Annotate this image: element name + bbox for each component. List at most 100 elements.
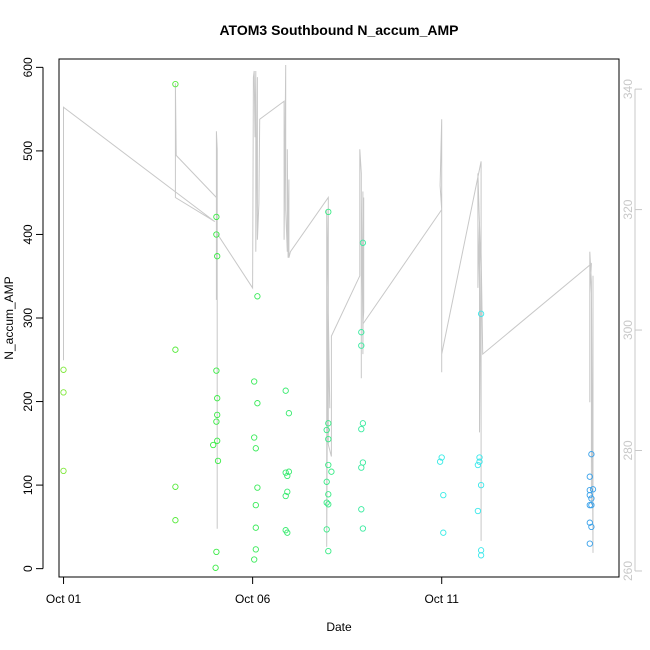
y2-tick-label: 300: [621, 320, 635, 340]
data-point: [251, 556, 258, 563]
data-point: [359, 525, 367, 532]
data-point: [252, 501, 259, 509]
line-layer: [63, 64, 594, 553]
data-point: [323, 478, 330, 485]
data-point: [251, 434, 258, 441]
data-point: [438, 454, 445, 461]
y-tick-label: 600: [21, 57, 35, 77]
data-point: [212, 564, 219, 571]
data-point: [282, 492, 289, 500]
data-point: [213, 367, 220, 374]
y-tick-label: 400: [21, 224, 35, 244]
data-point: [440, 529, 447, 536]
y-axis-label: N_accum_AMP: [2, 276, 16, 359]
data-point: [358, 342, 365, 349]
data-point: [213, 548, 220, 556]
data-point: [325, 420, 332, 427]
y2-tick-label: 320: [621, 199, 635, 219]
data-point: [588, 451, 595, 458]
y-tick-label: 500: [21, 141, 35, 161]
data-point: [60, 366, 67, 373]
data-point: [252, 524, 259, 531]
data-point: [325, 208, 332, 216]
data-point: [586, 491, 593, 499]
data-point: [589, 486, 597, 493]
data-point: [285, 410, 293, 417]
data-point: [325, 547, 332, 555]
data-point: [210, 441, 217, 449]
data-point: [252, 546, 259, 553]
data-point: [172, 517, 179, 524]
points-layer: [60, 80, 597, 571]
y-tick-label: 300: [21, 308, 35, 328]
data-point: [474, 507, 482, 515]
data-point: [325, 501, 332, 508]
y2-tick-label: 340: [621, 79, 635, 99]
data-point: [214, 395, 221, 402]
chart-title: ATOM3 Southbound N_accum_AMP: [219, 22, 458, 38]
data-point: [213, 231, 220, 238]
data-point: [252, 445, 259, 452]
data-point: [60, 467, 67, 475]
data-point: [588, 523, 595, 531]
data-point: [476, 458, 483, 465]
y2-tick-label: 260: [621, 561, 635, 581]
data-point: [254, 484, 261, 491]
data-point: [588, 495, 595, 502]
data-point: [586, 540, 593, 547]
data-point: [325, 461, 332, 469]
plot-frame: [58, 58, 620, 578]
data-point: [325, 435, 332, 443]
data-point: [214, 253, 221, 260]
data-point: [476, 454, 483, 461]
data-point: [214, 437, 221, 444]
data-point: [214, 457, 222, 465]
data-point: [323, 526, 330, 533]
data-point: [586, 473, 593, 480]
data-point: [172, 80, 179, 88]
x-axis-label: Date: [326, 620, 352, 634]
data-point: [359, 239, 367, 246]
data-point: [440, 491, 447, 499]
data-point: [358, 506, 365, 513]
data-point: [359, 420, 367, 427]
data-point: [282, 387, 289, 394]
x-tick-label: Oct 06: [235, 592, 271, 606]
data-point: [358, 329, 365, 336]
data-point: [213, 418, 220, 425]
data-point: [358, 464, 365, 471]
x-tick-label: Oct 11: [424, 592, 459, 606]
data-point: [282, 469, 289, 476]
data-point: [477, 552, 485, 559]
y-tick-label: 200: [21, 391, 35, 411]
data-point: [323, 426, 330, 434]
data-point: [474, 461, 482, 469]
data-point: [477, 310, 485, 317]
y-tick-label: 0: [21, 565, 35, 572]
x-tick-label: Oct 01: [46, 592, 82, 606]
series-line: [63, 64, 594, 553]
y-tick-label: 100: [21, 475, 35, 495]
data-point: [213, 213, 220, 221]
data-point: [172, 346, 179, 353]
data-point: [254, 400, 261, 407]
data-point: [477, 481, 485, 489]
data-point: [172, 483, 179, 490]
data-point: [586, 519, 593, 526]
data-point: [328, 468, 335, 475]
data-point: [436, 458, 444, 465]
data-point: [284, 488, 291, 495]
data-point: [284, 472, 291, 480]
y2-tick-label: 280: [621, 440, 635, 460]
data-point: [285, 468, 293, 475]
data-point: [251, 378, 258, 385]
data-point: [284, 529, 291, 536]
data-point: [588, 501, 595, 509]
data-point: [60, 389, 67, 396]
data-point: [214, 411, 221, 419]
data-point: [254, 293, 261, 300]
data-point: [325, 491, 332, 498]
data-point: [358, 425, 365, 433]
